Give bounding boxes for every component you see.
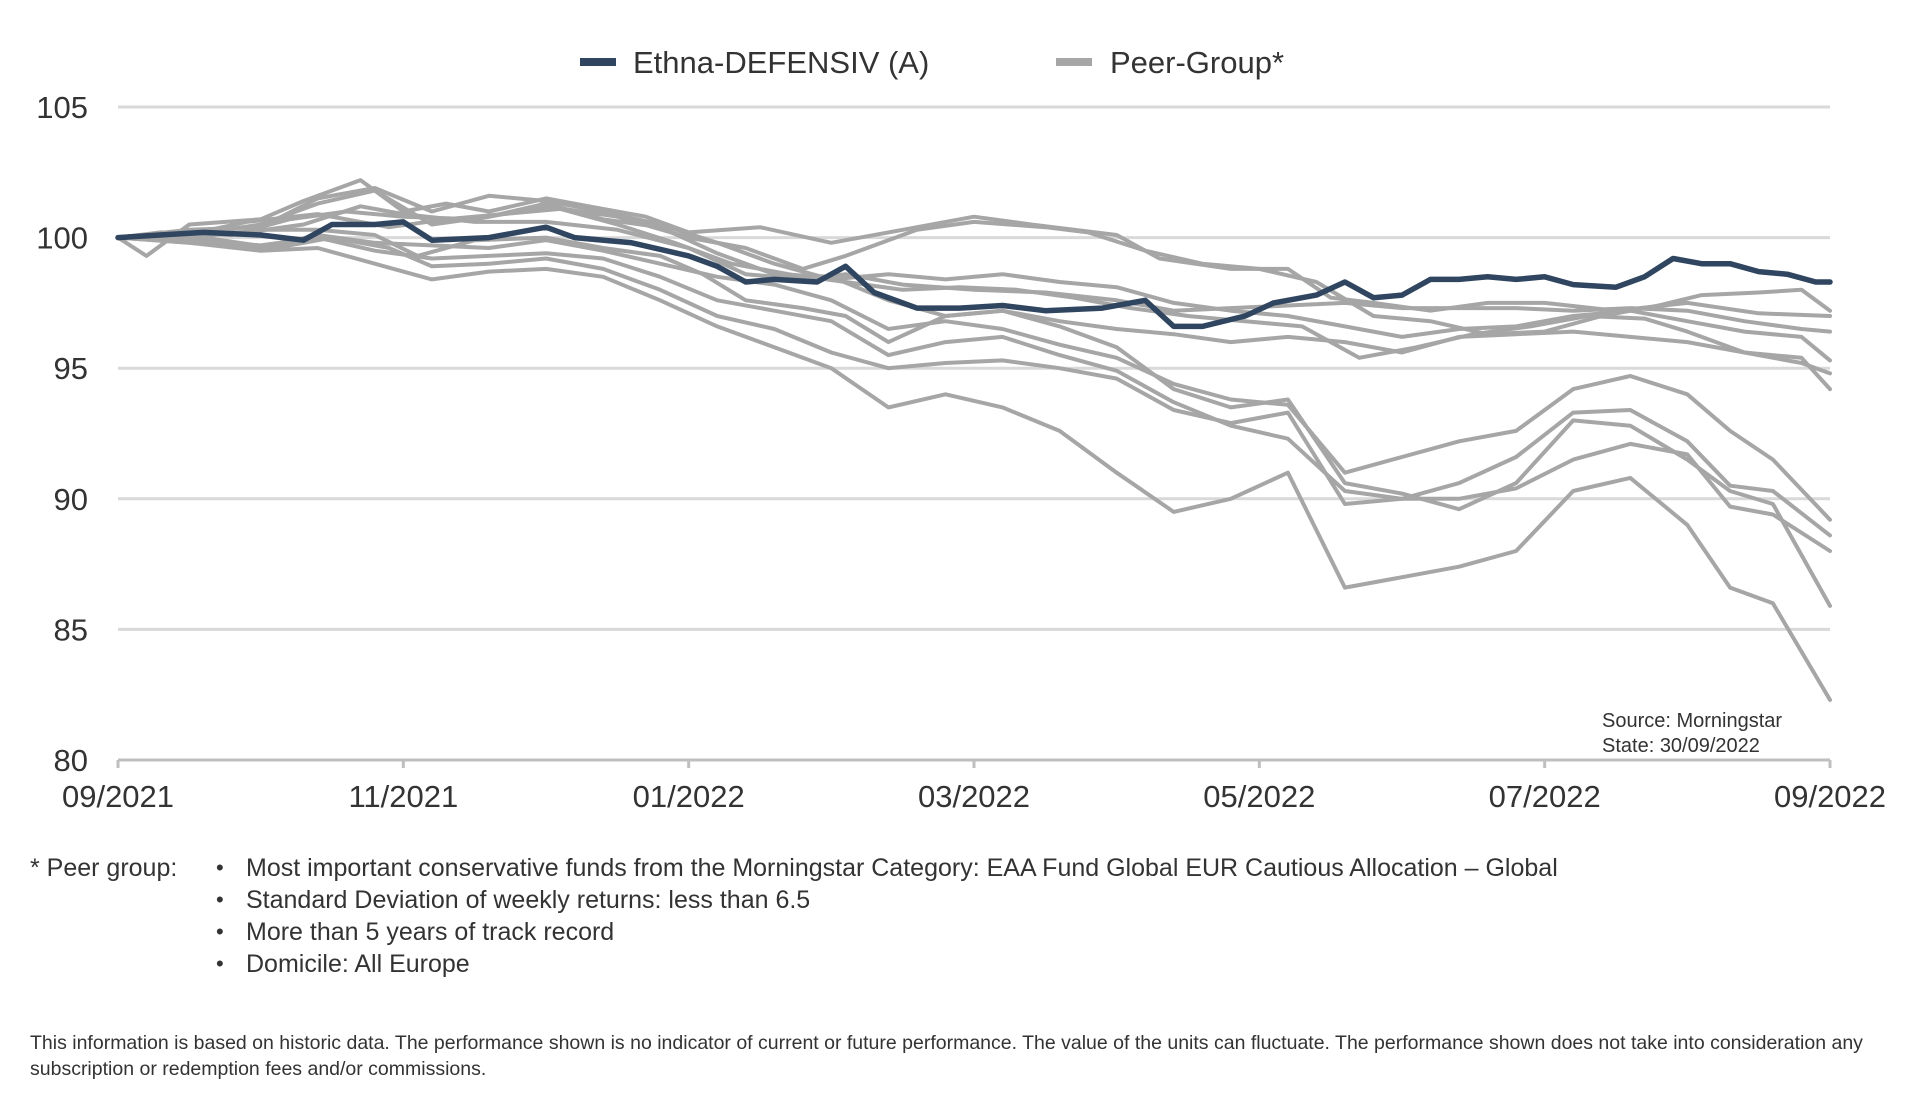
ethna-line [115,219,1833,330]
y-tick-label: 85 [54,612,88,647]
gridlines [118,105,1830,762]
peer-series-line [116,235,1832,538]
y-tick-label: 100 [36,221,88,256]
legend: Ethna-DEFENSIV (A) Peer-Group* [580,45,1284,80]
peer-series-line [116,188,1832,608]
legend-label-ethna: Ethna-DEFENSIV (A) [633,45,929,80]
y-axis: 80 85 90 95 100 105 [36,90,88,778]
peer-series-line [116,235,1832,553]
x-tick-label: 09/2021 [62,779,174,814]
source-note: Source: Morningstar State: 30/09/2022 [1602,710,1782,757]
state-line: State: 30/09/2022 [1602,735,1760,757]
peer-group-criteria: Most important conservative funds from t… [214,852,1558,980]
x-tick-label: 09/2022 [1774,779,1886,814]
performance-chart: 80 85 90 95 100 105 09/2021 11/2021 01/2022 03/2… [36,45,1886,814]
y-tick-label: 90 [54,482,88,517]
peer-series-line [116,186,1832,363]
x-tick-label: 07/2022 [1489,779,1601,814]
criteria-item: Domicile: All Europe [214,948,1558,980]
source-line: Source: Morningstar [1602,710,1782,732]
y-tick-label: 105 [36,90,88,125]
peer-series-line [116,206,1832,392]
x-tick-label: 05/2022 [1203,779,1315,814]
criteria-item: More than 5 years of track record [214,916,1558,948]
disclaimer: This information is based on historic da… [30,1032,1863,1080]
x-tick-label: 11/2021 [348,779,458,814]
peer-group-label: * Peer group: [30,854,178,882]
ethna-series-line [115,219,1833,330]
x-tick-label: 03/2022 [918,779,1030,814]
x-tick-label: 01/2022 [633,779,745,814]
legend-label-peer: Peer-Group* [1110,45,1284,80]
peer-series-line [116,178,1832,318]
x-axis: 09/2021 11/2021 01/2022 03/2022 05/2022 07/20… [62,760,1886,814]
peer-series-line [116,235,1832,702]
y-tick-label: 80 [54,743,88,778]
y-tick-label: 95 [54,351,88,386]
peer-group-lines [116,178,1832,702]
peer-series-line [116,233,1832,522]
criteria-item: Most important conservative funds from t… [214,852,1558,884]
criteria-item: Standard Deviation of weekly returns: le… [214,884,1558,916]
